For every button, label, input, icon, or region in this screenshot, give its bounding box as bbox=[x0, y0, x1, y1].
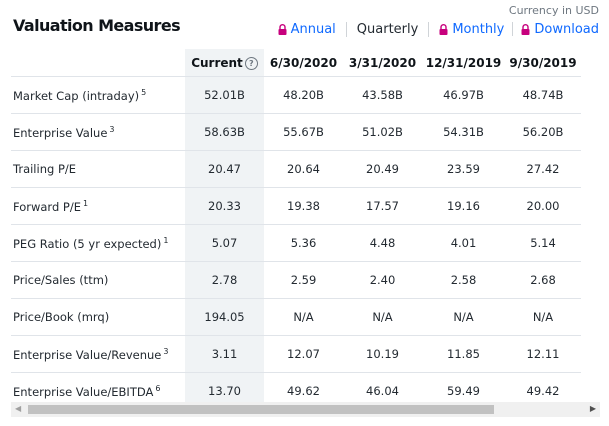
value-cell: 2.78 bbox=[185, 261, 264, 299]
value-cell: 3.11 bbox=[185, 335, 264, 373]
footnote-marker: 1 bbox=[163, 235, 169, 245]
value-cell: 17.57 bbox=[343, 187, 422, 225]
table-row: Price/Book (mrq) 194.05 N/A N/A N/A N/A bbox=[11, 298, 581, 336]
header-period: 6/30/2020 bbox=[264, 49, 343, 77]
lock-icon bbox=[278, 23, 287, 35]
header-label-cell bbox=[11, 49, 185, 77]
value-cell: N/A bbox=[422, 298, 505, 336]
value-cell: N/A bbox=[264, 298, 343, 336]
value-cell: 19.16 bbox=[422, 187, 505, 225]
footnote-marker: 3 bbox=[109, 124, 115, 134]
value-cell: 2.58 bbox=[422, 261, 505, 299]
download-label: Download bbox=[534, 21, 599, 37]
value-cell: 4.01 bbox=[422, 224, 505, 262]
value-cell: 48.74B bbox=[505, 76, 581, 114]
header-row: Current? 6/30/2020 3/31/2020 12/31/2019 … bbox=[11, 49, 581, 77]
value-cell: N/A bbox=[505, 298, 581, 336]
header-current: Current? bbox=[185, 49, 264, 77]
monthly-label: Monthly bbox=[452, 21, 505, 37]
horizontal-scrollbar[interactable]: ◀ ▶ bbox=[11, 402, 600, 417]
quarterly-button[interactable]: Quarterly bbox=[345, 21, 430, 37]
table-row: Forward P/E 1 20.33 19.38 17.57 19.16 20.00 bbox=[11, 187, 581, 225]
scroll-thumb[interactable] bbox=[28, 405, 494, 414]
value-cell: 12.11 bbox=[505, 335, 581, 373]
value-cell: 5.07 bbox=[185, 224, 264, 262]
value-cell: 11.85 bbox=[422, 335, 505, 373]
value-cell: 12.07 bbox=[264, 335, 343, 373]
footnote-marker: 6 bbox=[155, 383, 161, 393]
annual-button[interactable]: Annual bbox=[278, 22, 336, 37]
table-row: Market Cap (intraday) 5 52.01B 48.20B 43.58B… bbox=[11, 76, 581, 114]
row-label: PEG Ratio (5 yr expected) 1 bbox=[11, 224, 185, 262]
value-cell: 51.02B bbox=[343, 113, 422, 151]
period-controls: Annual Quarterly Monthly Download bbox=[278, 20, 599, 38]
value-cell: 56.20B bbox=[505, 113, 581, 151]
value-cell: 20.49 bbox=[343, 150, 422, 188]
section-title: Valuation Measures bbox=[13, 16, 181, 35]
value-cell: N/A bbox=[343, 298, 422, 336]
header-period: 9/30/2019 bbox=[505, 49, 581, 77]
download-button[interactable]: Download bbox=[521, 22, 599, 37]
value-cell: 19.38 bbox=[264, 187, 343, 225]
value-cell: 46.97B bbox=[422, 76, 505, 114]
currency-note: Currency in USD bbox=[508, 4, 599, 17]
table-row: PEG Ratio (5 yr expected) 1 5.07 5.36 4.48 4.… bbox=[11, 224, 581, 262]
footnote-marker: 5 bbox=[141, 87, 147, 97]
annual-label: Annual bbox=[290, 21, 336, 37]
value-cell: 20.47 bbox=[185, 150, 264, 188]
row-label: Enterprise Value/Revenue 3 bbox=[11, 335, 185, 373]
help-icon[interactable]: ? bbox=[244, 56, 258, 70]
monthly-button[interactable]: Monthly bbox=[439, 22, 504, 37]
quarterly-label: Quarterly bbox=[356, 21, 419, 37]
valuation-table: Current? 6/30/2020 3/31/2020 12/31/2019 … bbox=[11, 49, 581, 410]
scroll-left-arrow-icon[interactable]: ◀ bbox=[15, 404, 22, 413]
row-label: Forward P/E 1 bbox=[11, 187, 185, 225]
row-label: Trailing P/E bbox=[11, 150, 185, 188]
value-cell: 4.48 bbox=[343, 224, 422, 262]
value-cell: 2.40 bbox=[343, 261, 422, 299]
value-cell: 48.20B bbox=[264, 76, 343, 114]
value-cell: 20.00 bbox=[505, 187, 581, 225]
value-cell: 10.19 bbox=[343, 335, 422, 373]
header-period: 3/31/2020 bbox=[343, 49, 422, 77]
value-cell: 5.14 bbox=[505, 224, 581, 262]
divider bbox=[512, 22, 514, 36]
value-cell: 2.59 bbox=[264, 261, 343, 299]
value-cell: 43.58B bbox=[343, 76, 422, 114]
footnote-marker: 3 bbox=[163, 346, 169, 356]
value-cell: 54.31B bbox=[422, 113, 505, 151]
scroll-right-arrow-icon[interactable]: ▶ bbox=[589, 404, 596, 413]
value-cell: 55.67B bbox=[264, 113, 343, 151]
row-label: Enterprise Value 3 bbox=[11, 113, 185, 151]
table-row: Price/Sales (ttm) 2.78 2.59 2.40 2.58 2.68 bbox=[11, 261, 581, 299]
header-period: 12/31/2019 bbox=[422, 49, 505, 77]
value-cell: 194.05 bbox=[185, 298, 264, 336]
value-cell: 5.36 bbox=[264, 224, 343, 262]
value-cell: 23.59 bbox=[422, 150, 505, 188]
value-cell: 58.63B bbox=[185, 113, 264, 151]
lock-icon bbox=[439, 23, 448, 35]
lock-icon bbox=[521, 23, 530, 35]
value-cell: 20.64 bbox=[264, 150, 343, 188]
footnote-marker: 1 bbox=[82, 198, 89, 208]
table-row: Enterprise Value/Revenue 3 3.11 12.07 10.19 1… bbox=[11, 335, 581, 373]
value-cell: 2.68 bbox=[505, 261, 581, 299]
value-cell: 27.42 bbox=[505, 150, 581, 188]
table-row: Enterprise Value 3 58.63B 55.67B 51.02B 54.31… bbox=[11, 113, 581, 151]
value-cell: 20.33 bbox=[185, 187, 264, 225]
row-label: Price/Book (mrq) bbox=[11, 298, 185, 336]
value-cell: 52.01B bbox=[185, 76, 264, 114]
row-label: Market Cap (intraday) 5 bbox=[11, 76, 185, 114]
row-label: Price/Sales (ttm) bbox=[11, 261, 185, 299]
table-row: Trailing P/E 20.47 20.64 20.49 23.59 27.42 bbox=[11, 150, 581, 188]
